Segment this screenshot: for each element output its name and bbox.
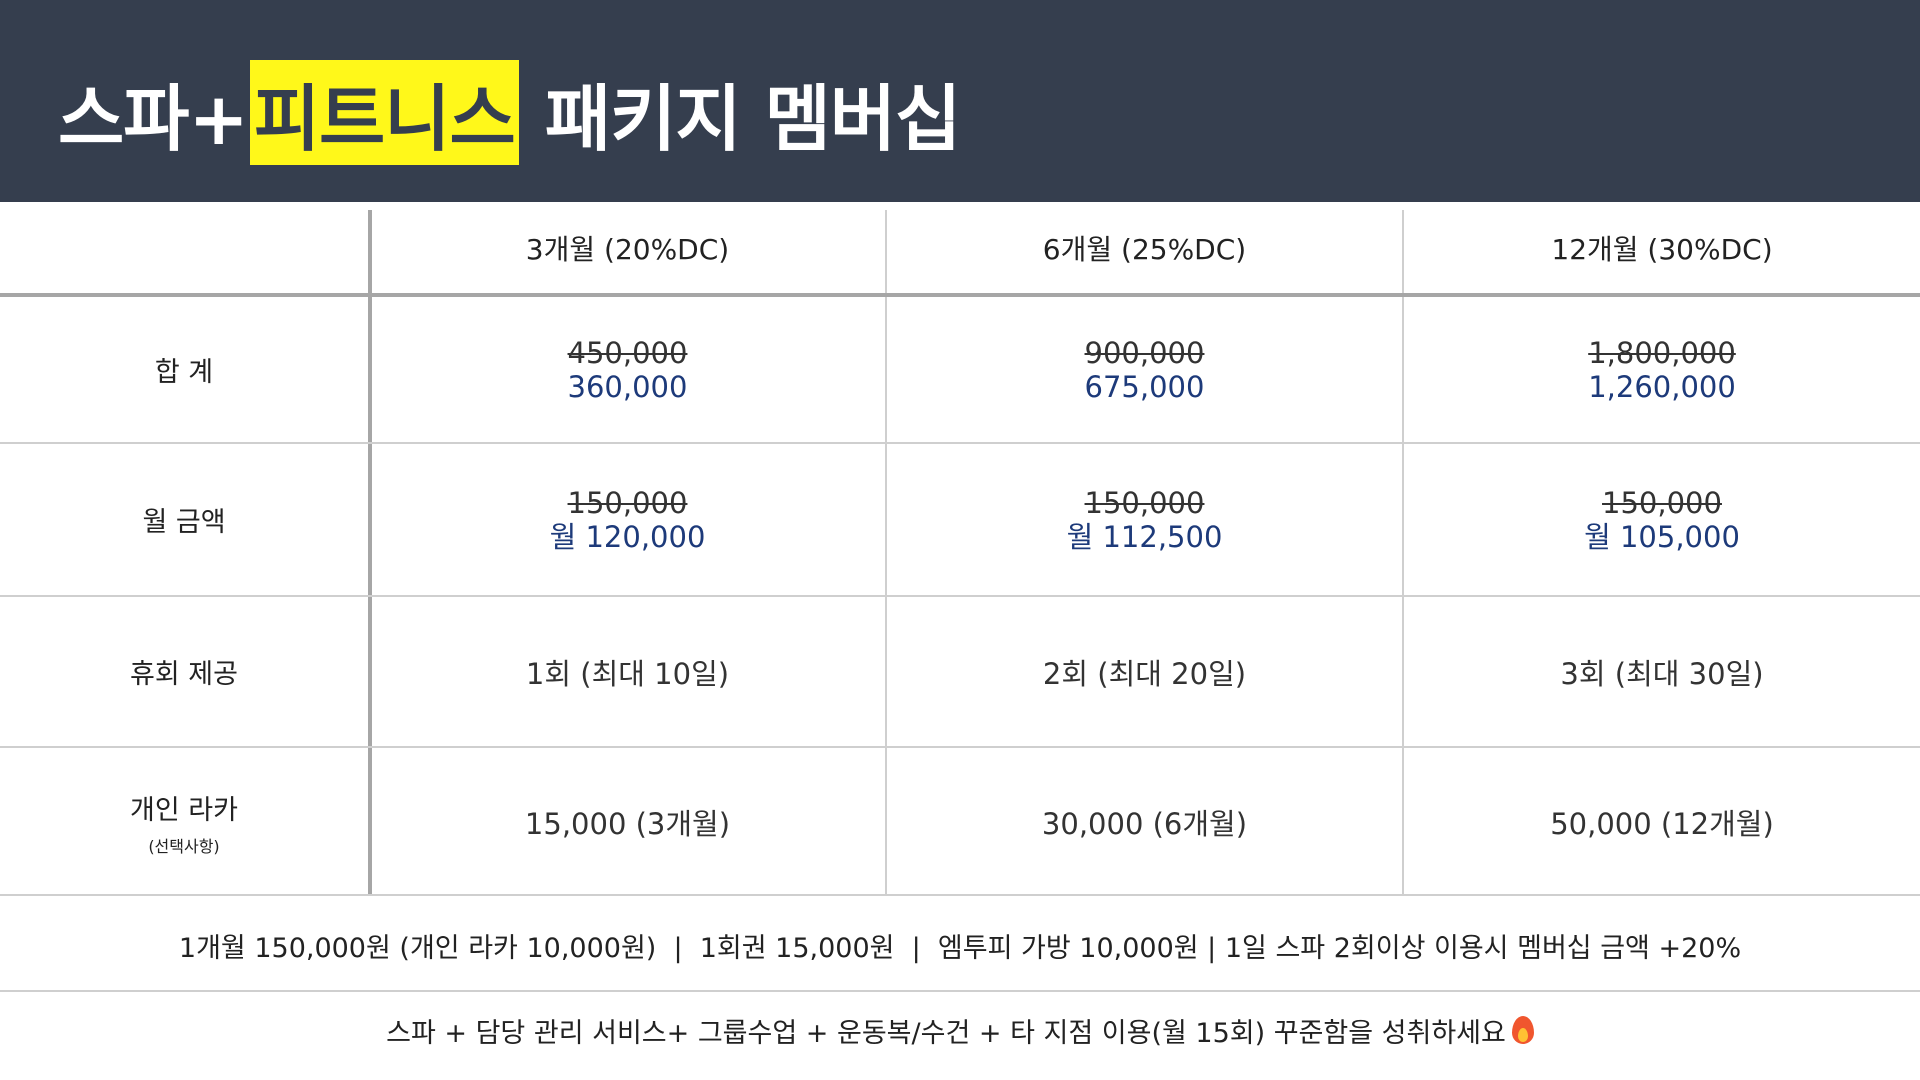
row-divider [0, 746, 1920, 748]
price-cell: 450,000 360,000 [370, 297, 885, 442]
column-divider [885, 210, 887, 896]
original-price: 450,000 [567, 335, 688, 370]
header-divider [0, 293, 1920, 297]
pause-cell: 3회 (최대 30일) [1404, 597, 1920, 746]
title-prefix: 스파+ [58, 76, 249, 161]
price-cell: 900,000 675,000 [887, 297, 1402, 442]
locker-value: 30,000 (6개월) [1041, 807, 1248, 841]
row-divider [0, 595, 1920, 597]
discount-price: 675,000 [1084, 369, 1205, 404]
row-label-monthly: 월 금액 [0, 444, 368, 595]
discount-price: 360,000 [567, 369, 688, 404]
locker-value: 15,000 (3개월) [524, 807, 731, 841]
locker-value: 50,000 (12개월) [1550, 807, 1774, 841]
original-price: 1,800,000 [1588, 335, 1736, 370]
header-banner: 스파+ 피트니스 패키지 멤버십 [0, 0, 1920, 202]
locker-cell: 30,000 (6개월) [887, 748, 1402, 896]
row-sublabel: (선택사항) [148, 836, 220, 856]
row-label: 휴회 제공 [130, 659, 238, 690]
price-cell: 150,000 월 120,000 [370, 444, 885, 595]
pause-cell: 2회 (최대 20일) [887, 597, 1402, 746]
row-label: 개인 라카 [130, 794, 238, 826]
row-divider [0, 442, 1920, 444]
row-label: 월 금액 [142, 507, 226, 538]
title-suffix: 패키지 멤버십 [520, 76, 962, 161]
footer-tagline: 스파 + 담당 관리 서비스+ 그룹수업 + 운동복/수건 + 타 지점 이용(… [0, 990, 1920, 1070]
discount-price: 1,260,000 [1588, 369, 1736, 404]
row-label-total: 합 계 [0, 297, 368, 442]
column-header: 3개월 (20%DC) [370, 202, 885, 293]
fire-icon [1511, 1016, 1534, 1044]
discount-price: 월 112,500 [1066, 519, 1223, 554]
title-highlight: 피트니스 [249, 59, 519, 165]
original-price: 150,000 [1084, 485, 1205, 520]
column-header-label: 12개월 (30%DC) [1551, 232, 1773, 266]
price-cell: 150,000 월 112,500 [887, 444, 1402, 595]
column-divider [1402, 210, 1404, 896]
page-title: 스파+ 피트니스 패키지 멤버십 [58, 59, 962, 165]
footer-notes-text: 1개월 150,000원 (개인 라카 10,000원) | 1회권 15,00… [178, 932, 1742, 964]
original-price: 150,000 [1602, 485, 1722, 520]
locker-cell: 50,000 (12개월) [1404, 748, 1920, 896]
original-price: 150,000 [567, 485, 688, 520]
column-header: 6개월 (25%DC) [887, 202, 1402, 293]
column-header-label: 3개월 (20%DC) [525, 232, 730, 266]
footer-divider [0, 894, 1920, 896]
pause-value: 1회 (최대 10일) [525, 656, 730, 691]
price-cell: 1,800,000 1,260,000 [1404, 297, 1920, 442]
row-label-locker: 개인 라카 (선택사항) [0, 748, 368, 896]
pricing-table: 3개월 (20%DC) 6개월 (25%DC) 12개월 (30%DC) 합 계… [0, 202, 1920, 896]
original-price: 900,000 [1084, 335, 1205, 370]
discount-price: 월 120,000 [549, 519, 706, 554]
column-header: 12개월 (30%DC) [1404, 202, 1920, 293]
pause-value: 3회 (최대 30일) [1560, 656, 1764, 691]
footer-notes: 1개월 150,000원 (개인 라카 10,000원) | 1회권 15,00… [0, 900, 1920, 990]
pause-value: 2회 (최대 20일) [1042, 656, 1247, 691]
pause-cell: 1회 (최대 10일) [370, 597, 885, 746]
column-header-label: 6개월 (25%DC) [1042, 232, 1247, 266]
price-cell: 150,000 월 105,000 [1404, 444, 1920, 595]
locker-cell: 15,000 (3개월) [370, 748, 885, 896]
footer-divider [0, 990, 1920, 992]
row-label: 합 계 [154, 357, 214, 388]
footer-tagline-text: 스파 + 담당 관리 서비스+ 그룹수업 + 운동복/수건 + 타 지점 이용(… [386, 1017, 1506, 1049]
discount-price: 월 105,000 [1584, 519, 1740, 554]
row-label-pause: 휴회 제공 [0, 597, 368, 746]
column-divider [368, 210, 372, 896]
